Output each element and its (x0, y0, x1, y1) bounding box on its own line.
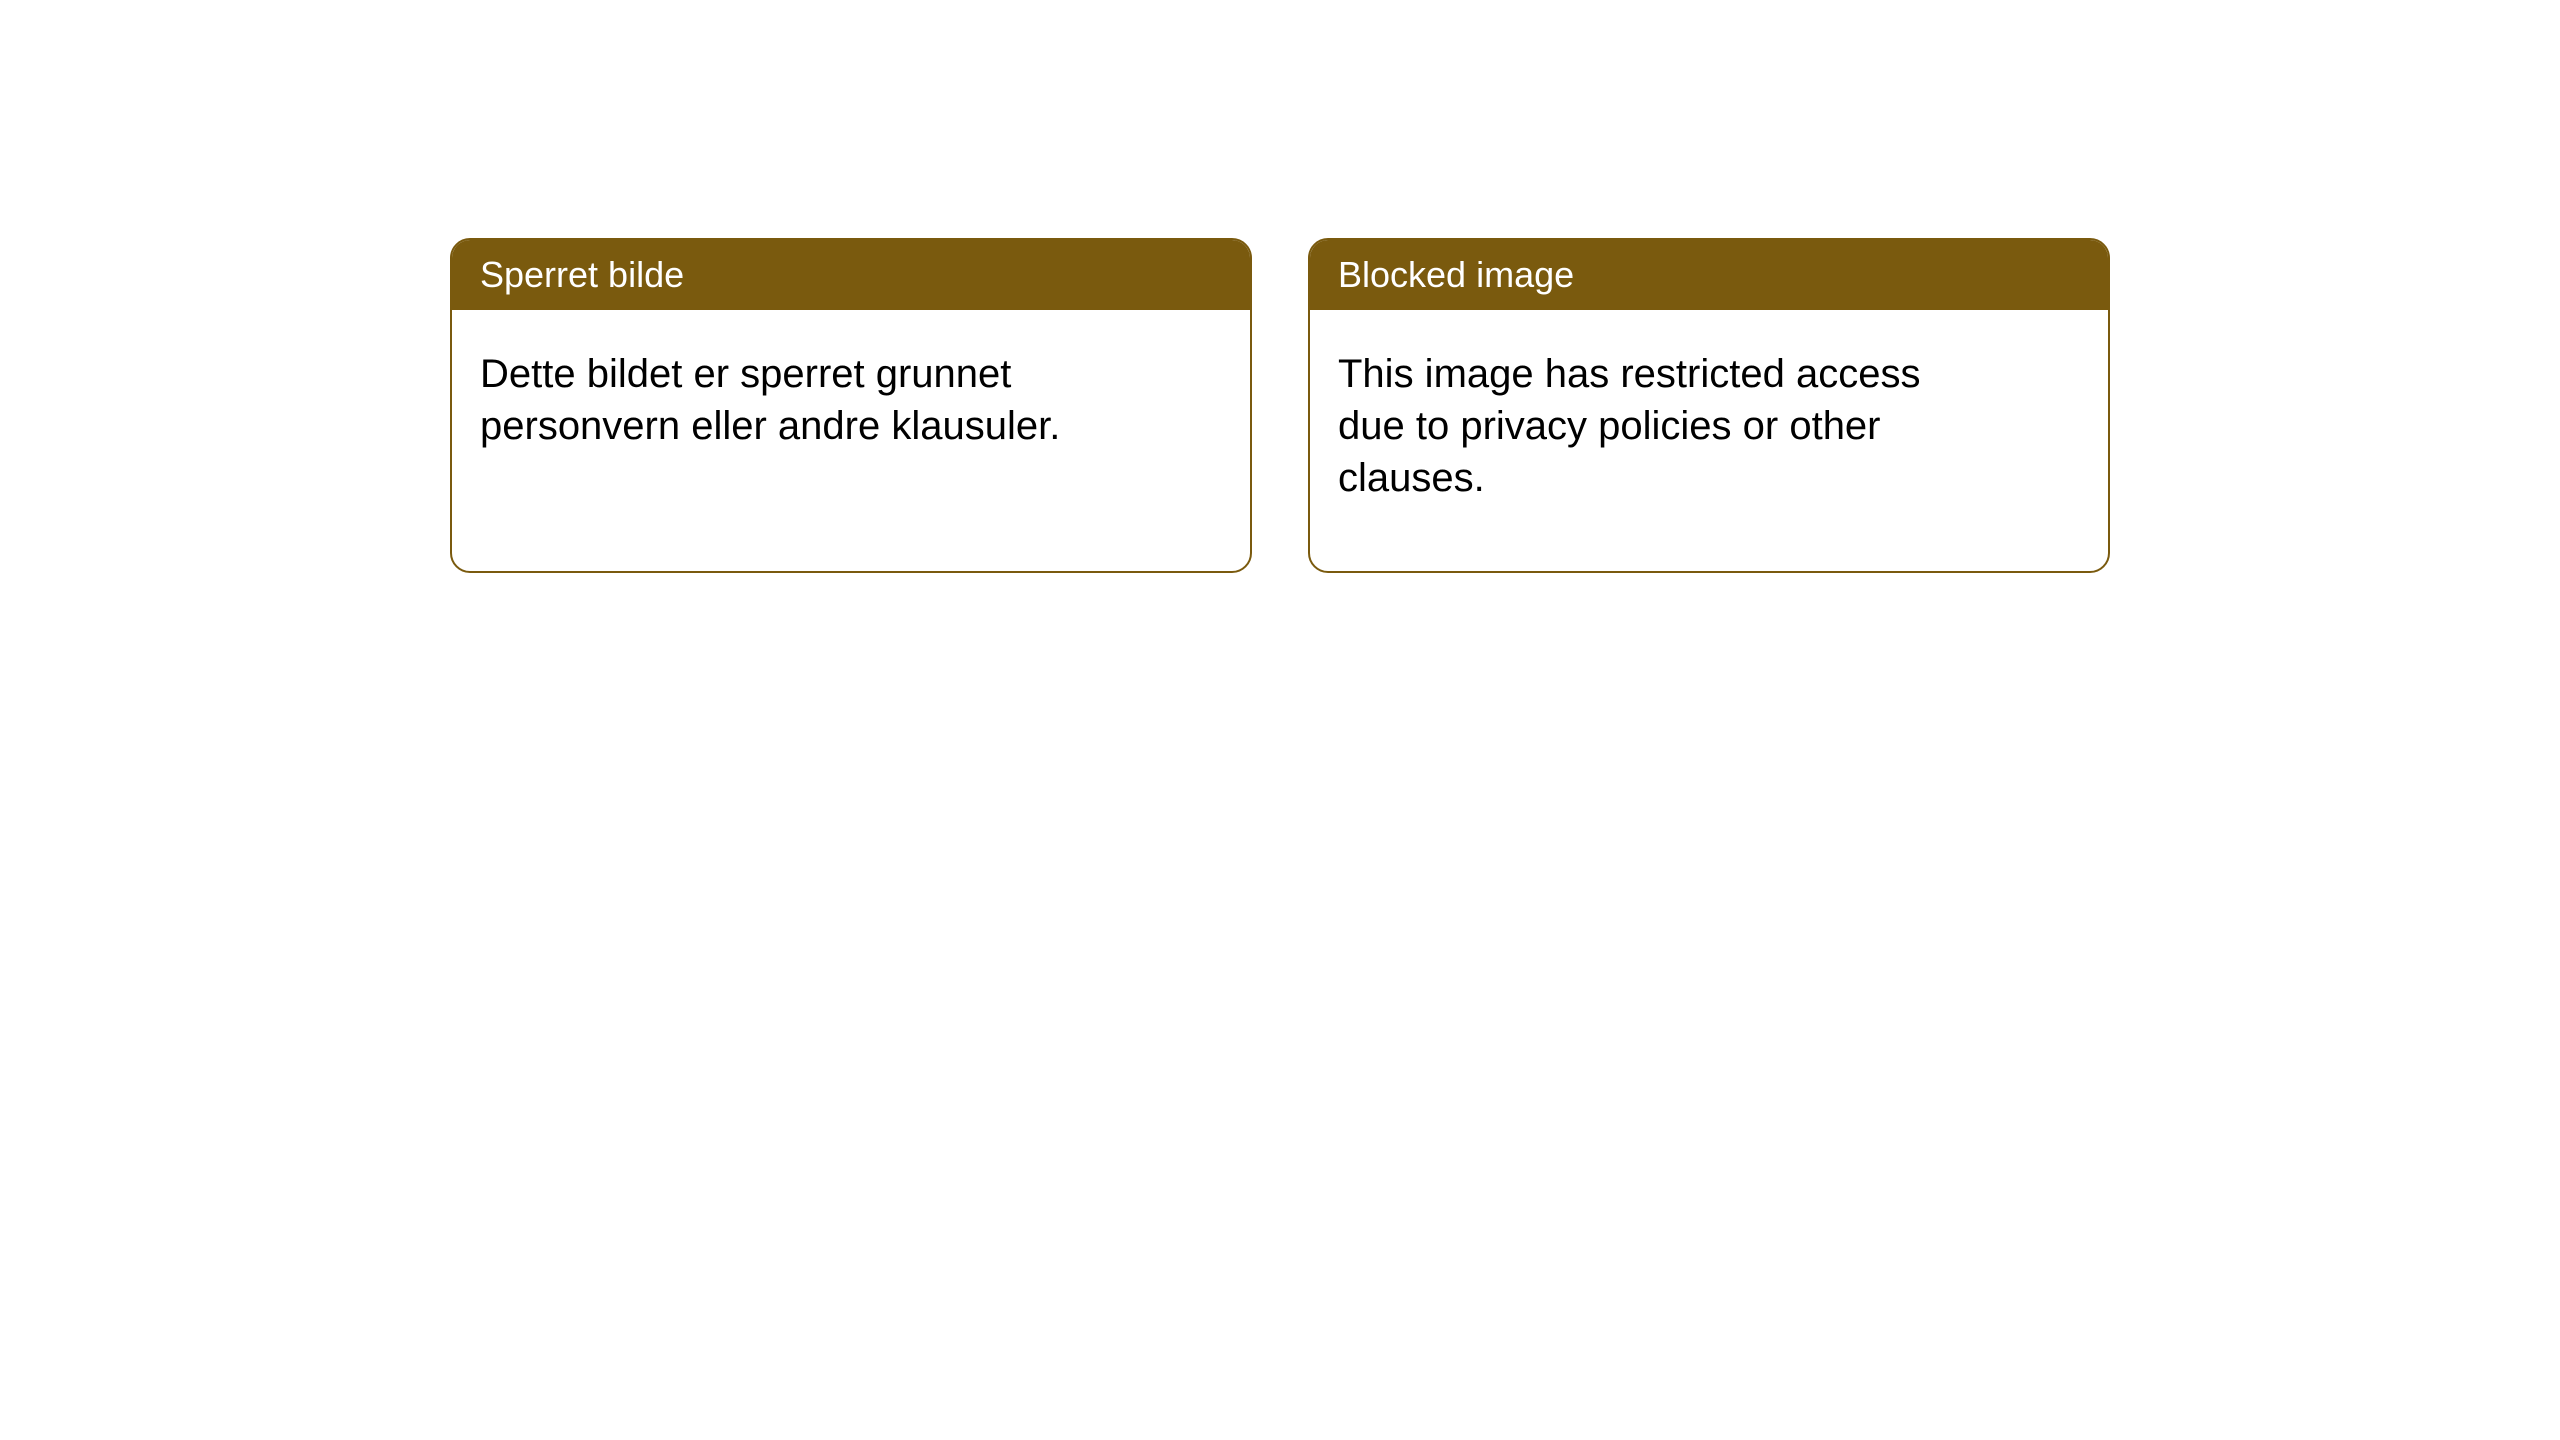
card-header-en: Blocked image (1310, 240, 2108, 310)
cards-container: Sperret bilde Dette bildet er sperret gr… (450, 238, 2110, 573)
blocked-image-card-no: Sperret bilde Dette bildet er sperret gr… (450, 238, 1252, 573)
card-body-en: This image has restricted access due to … (1310, 310, 2010, 542)
card-title-en: Blocked image (1338, 254, 1574, 295)
card-header-no: Sperret bilde (452, 240, 1250, 310)
card-title-no: Sperret bilde (480, 254, 684, 295)
card-message-no: Dette bildet er sperret grunnet personve… (480, 352, 1060, 448)
blocked-image-card-en: Blocked image This image has restricted … (1308, 238, 2110, 573)
card-message-en: This image has restricted access due to … (1338, 352, 1920, 500)
card-body-no: Dette bildet er sperret grunnet personve… (452, 310, 1152, 490)
